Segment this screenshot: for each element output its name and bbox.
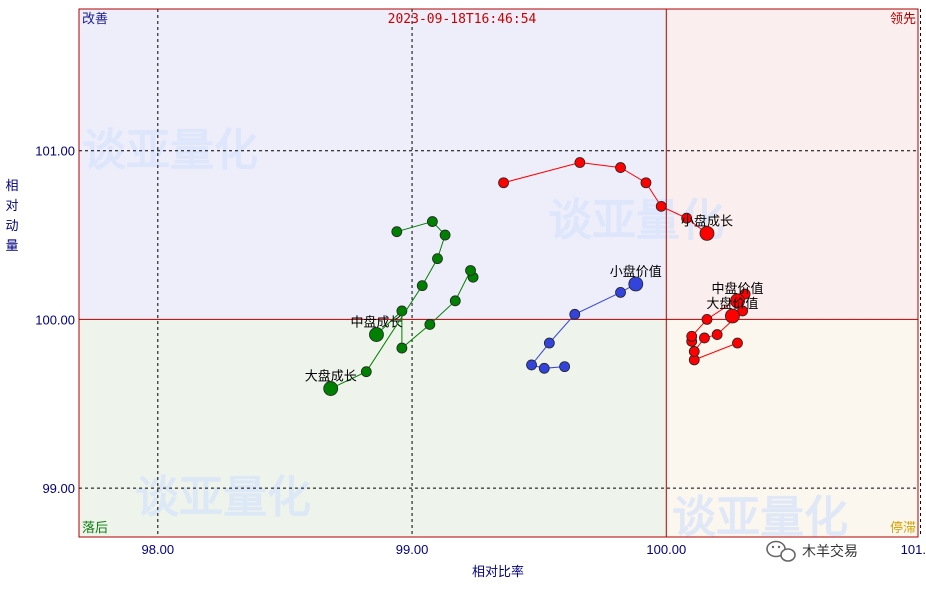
- trail-point: [391, 226, 403, 238]
- trail-point: [655, 200, 667, 212]
- watermarks: 谈亚量化 谈亚量化 谈亚量化 谈亚量化: [82, 125, 848, 543]
- y-tick-label: 100.00: [35, 312, 75, 327]
- trail-point: [538, 362, 550, 374]
- watermark: 谈亚量化: [672, 492, 848, 543]
- trail-point: [424, 319, 436, 330]
- trail-head-point: [369, 327, 384, 342]
- trail-head-point: [323, 381, 339, 396]
- series-label: 小盘成长: [681, 213, 733, 229]
- watermark: 谈亚量化: [135, 472, 311, 523]
- trail-point: [686, 330, 698, 342]
- trail-point: [701, 313, 713, 325]
- series-trail: 中盘成长: [350, 265, 479, 354]
- trail-point: [465, 265, 476, 276]
- quadrant-top-left: [79, 9, 667, 320]
- trail-point: [426, 216, 438, 227]
- trail-point: [559, 361, 571, 373]
- brand-text: 木羊交易: [802, 543, 858, 560]
- timestamp: 2023-09-18T16:46:54: [388, 12, 537, 27]
- trail-point: [360, 366, 372, 378]
- trail-point: [439, 229, 451, 241]
- quadrant-bottom-left: [79, 319, 667, 537]
- quadrant-bottom-right: [666, 319, 918, 537]
- trail-point: [432, 253, 443, 265]
- series-label: 大盘成长: [305, 369, 357, 385]
- trail-point: [640, 177, 652, 189]
- trail-point: [711, 329, 723, 340]
- quadrant-label-bottom-right: 停滞: [890, 520, 916, 536]
- x-tick-label: 101.00: [901, 542, 926, 557]
- y-axis-title-char: 对: [5, 199, 18, 214]
- y-axis-title-char: 相: [5, 179, 18, 194]
- y-axis-title-char: 动: [5, 219, 18, 234]
- trail-point: [449, 295, 461, 307]
- grid-lines: [79, 9, 922, 537]
- trail-head-point: [699, 225, 715, 241]
- trail-point: [526, 359, 537, 371]
- y-axis-title: 相 对 动 量: [5, 179, 18, 254]
- y-tick-label: 99.00: [42, 481, 75, 496]
- wechat-icon: [766, 540, 796, 562]
- quadrant-top-right: [666, 9, 918, 320]
- trail-point: [732, 337, 743, 349]
- x-tick-label: 98.00: [142, 542, 175, 557]
- trail-point: [615, 286, 626, 298]
- series-trail: 中盘价值: [686, 281, 763, 347]
- trail-point: [681, 212, 693, 224]
- quadrant-label-top-left: 改善: [82, 11, 108, 27]
- y-tick-label: 101.00: [35, 144, 75, 159]
- series-label: 中盘价值: [711, 281, 763, 297]
- y-axis-title-char: 量: [5, 239, 18, 254]
- series-label: 小盘价值: [610, 264, 662, 280]
- trail-head-point: [628, 276, 644, 292]
- plot-frame: [78, 8, 919, 538]
- trail-head-point: [725, 308, 740, 324]
- tick-labels: 98.00 99.00 100.00 101.00 99.00 100.00 101.00: [35, 144, 926, 557]
- center-lines: [79, 9, 918, 537]
- series-trail: 大盘价值: [688, 296, 758, 366]
- series-trail: 小盘价值: [526, 264, 662, 374]
- trail-point: [688, 346, 700, 357]
- quadrant-label-top-right: 领先: [890, 12, 916, 27]
- x-tick-label: 100.00: [646, 542, 686, 557]
- trail-point: [396, 342, 408, 354]
- trail-point: [699, 332, 710, 344]
- quadrant-label-bottom-left: 落后: [82, 521, 108, 536]
- series-trail: 大盘成长: [305, 216, 451, 396]
- trail-point: [416, 280, 428, 292]
- brand-mark: 木羊交易: [766, 540, 858, 562]
- trail-point: [615, 162, 626, 173]
- series-label: 大盘价值: [706, 296, 758, 312]
- series-label: 中盘成长: [350, 315, 402, 331]
- x-axis-title: 相对比率: [472, 564, 524, 580]
- trail-point: [498, 177, 509, 189]
- trail-point: [543, 337, 555, 349]
- trail-point: [569, 308, 581, 320]
- watermark: 谈亚量化: [548, 195, 724, 246]
- series-trail: 小盘成长: [498, 157, 733, 241]
- trail-point: [574, 157, 586, 168]
- trail-head-point: [730, 293, 745, 309]
- x-tick-label: 99.00: [396, 542, 429, 557]
